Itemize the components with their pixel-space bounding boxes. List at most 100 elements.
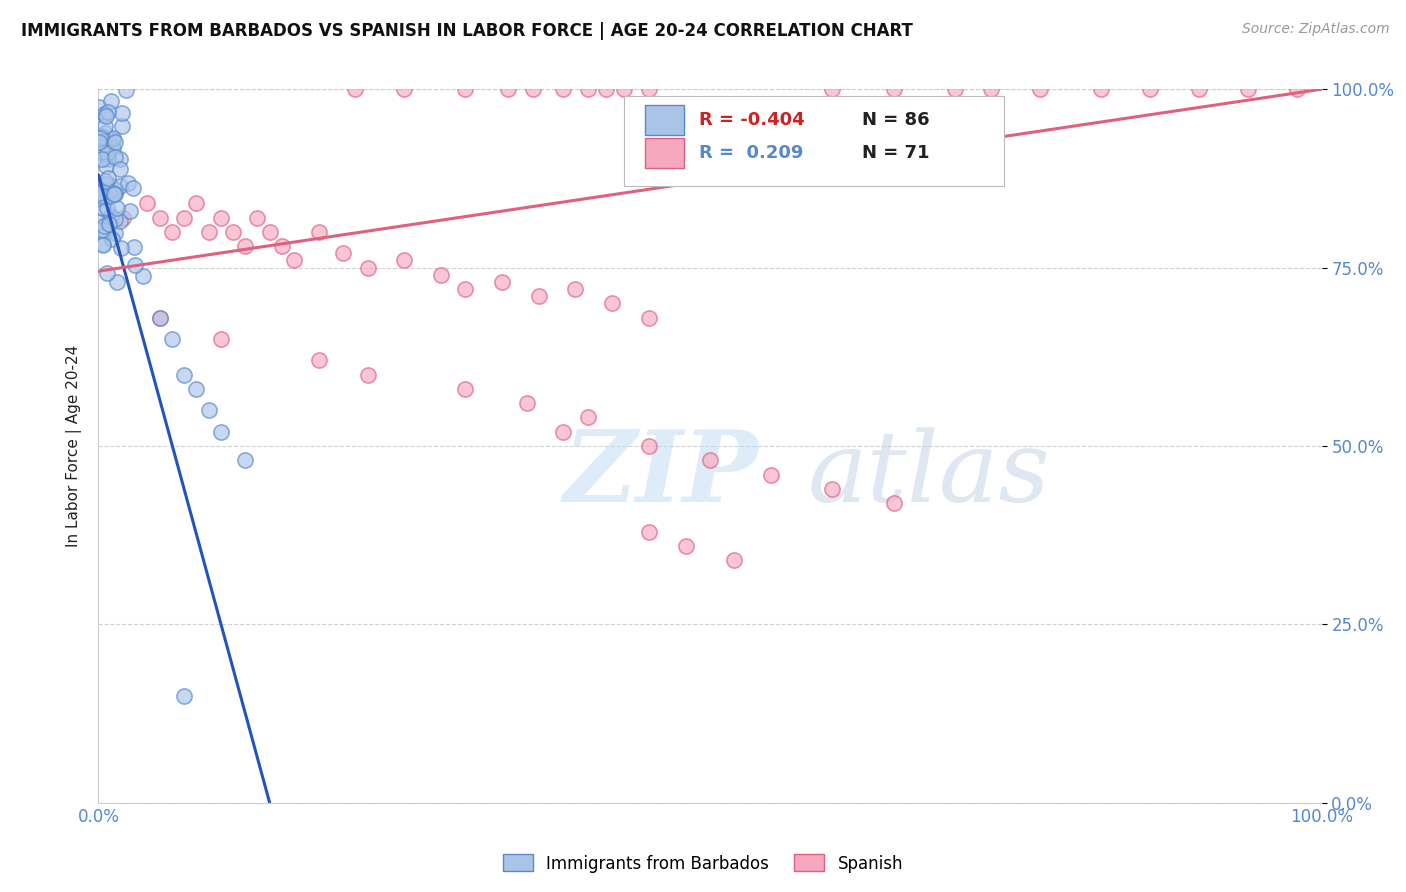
- Point: [821, 82, 844, 96]
- Point: [1286, 82, 1309, 96]
- Point: [94, 174, 117, 188]
- Point: [90, 141, 112, 155]
- Legend: Immigrants from Barbados, Spanish: Immigrants from Barbados, Spanish: [496, 847, 910, 880]
- Point: [1139, 82, 1161, 96]
- Point: [104, 135, 127, 149]
- Point: [430, 268, 453, 282]
- Point: [104, 212, 127, 227]
- Point: [173, 211, 195, 225]
- Point: [259, 225, 281, 239]
- FancyBboxPatch shape: [624, 96, 1004, 186]
- Point: [173, 689, 195, 703]
- Point: [308, 225, 330, 239]
- Point: [103, 226, 125, 240]
- Point: [105, 275, 128, 289]
- Point: [270, 239, 294, 253]
- Point: [93, 126, 115, 140]
- Point: [101, 232, 124, 246]
- Point: [595, 82, 617, 96]
- Point: [883, 496, 905, 510]
- Point: [132, 268, 155, 283]
- Point: [1029, 82, 1052, 96]
- Point: [332, 246, 354, 260]
- Point: [96, 266, 118, 280]
- Point: [91, 201, 114, 215]
- Point: [91, 238, 114, 252]
- Point: [1090, 82, 1112, 96]
- Point: [89, 130, 111, 145]
- Point: [90, 186, 112, 200]
- Point: [118, 203, 141, 218]
- Point: [160, 332, 183, 346]
- Point: [638, 82, 661, 96]
- Point: [496, 82, 519, 96]
- Point: [283, 253, 305, 268]
- Point: [1237, 82, 1260, 96]
- Text: atlas: atlas: [808, 427, 1050, 522]
- Point: [91, 130, 114, 145]
- Point: [97, 152, 120, 166]
- Point: [392, 253, 416, 268]
- Point: [600, 296, 623, 310]
- Point: [104, 183, 127, 197]
- Point: [160, 225, 183, 239]
- Point: [515, 396, 537, 410]
- Point: [90, 188, 112, 202]
- Point: [522, 82, 544, 96]
- Point: [108, 162, 131, 177]
- Point: [104, 187, 127, 202]
- Point: [97, 217, 120, 231]
- Point: [117, 176, 139, 190]
- Point: [222, 225, 245, 239]
- Point: [197, 403, 219, 417]
- Point: [124, 240, 146, 254]
- Point: [93, 107, 115, 121]
- Point: [149, 310, 172, 325]
- Point: [638, 439, 661, 453]
- Point: [98, 178, 121, 193]
- Point: [233, 239, 256, 253]
- Point: [98, 134, 121, 148]
- Text: N = 71: N = 71: [862, 145, 929, 162]
- Point: [114, 83, 136, 97]
- Point: [613, 82, 636, 96]
- Point: [87, 136, 110, 150]
- Text: N = 86: N = 86: [862, 111, 929, 128]
- Point: [89, 191, 111, 205]
- Point: [246, 211, 269, 225]
- Point: [87, 215, 110, 229]
- Point: [197, 225, 219, 239]
- Point: [883, 82, 905, 96]
- Point: [94, 120, 117, 134]
- Point: [87, 186, 110, 200]
- Point: [94, 224, 117, 238]
- Point: [96, 202, 118, 216]
- Point: [576, 82, 599, 96]
- Point: [576, 410, 599, 425]
- Point: [699, 453, 721, 467]
- Point: [638, 524, 661, 539]
- Point: [110, 178, 132, 193]
- Point: [209, 211, 232, 225]
- Point: [392, 82, 416, 96]
- Point: [111, 211, 134, 225]
- Point: [124, 258, 146, 272]
- Point: [91, 153, 114, 167]
- Point: [186, 382, 208, 396]
- Point: [110, 241, 132, 255]
- Point: [943, 82, 966, 96]
- Point: [149, 211, 172, 225]
- Point: [821, 482, 844, 496]
- Point: [97, 215, 120, 229]
- Point: [97, 105, 120, 120]
- Text: R = -0.404: R = -0.404: [699, 111, 804, 128]
- Point: [491, 275, 513, 289]
- Point: [90, 128, 112, 143]
- Text: IMMIGRANTS FROM BARBADOS VS SPANISH IN LABOR FORCE | AGE 20-24 CORRELATION CHART: IMMIGRANTS FROM BARBADOS VS SPANISH IN L…: [21, 22, 912, 40]
- Point: [527, 289, 550, 303]
- Point: [93, 107, 115, 121]
- Point: [91, 222, 114, 236]
- Point: [356, 260, 378, 275]
- Point: [454, 282, 477, 296]
- Text: R =  0.209: R = 0.209: [699, 145, 803, 162]
